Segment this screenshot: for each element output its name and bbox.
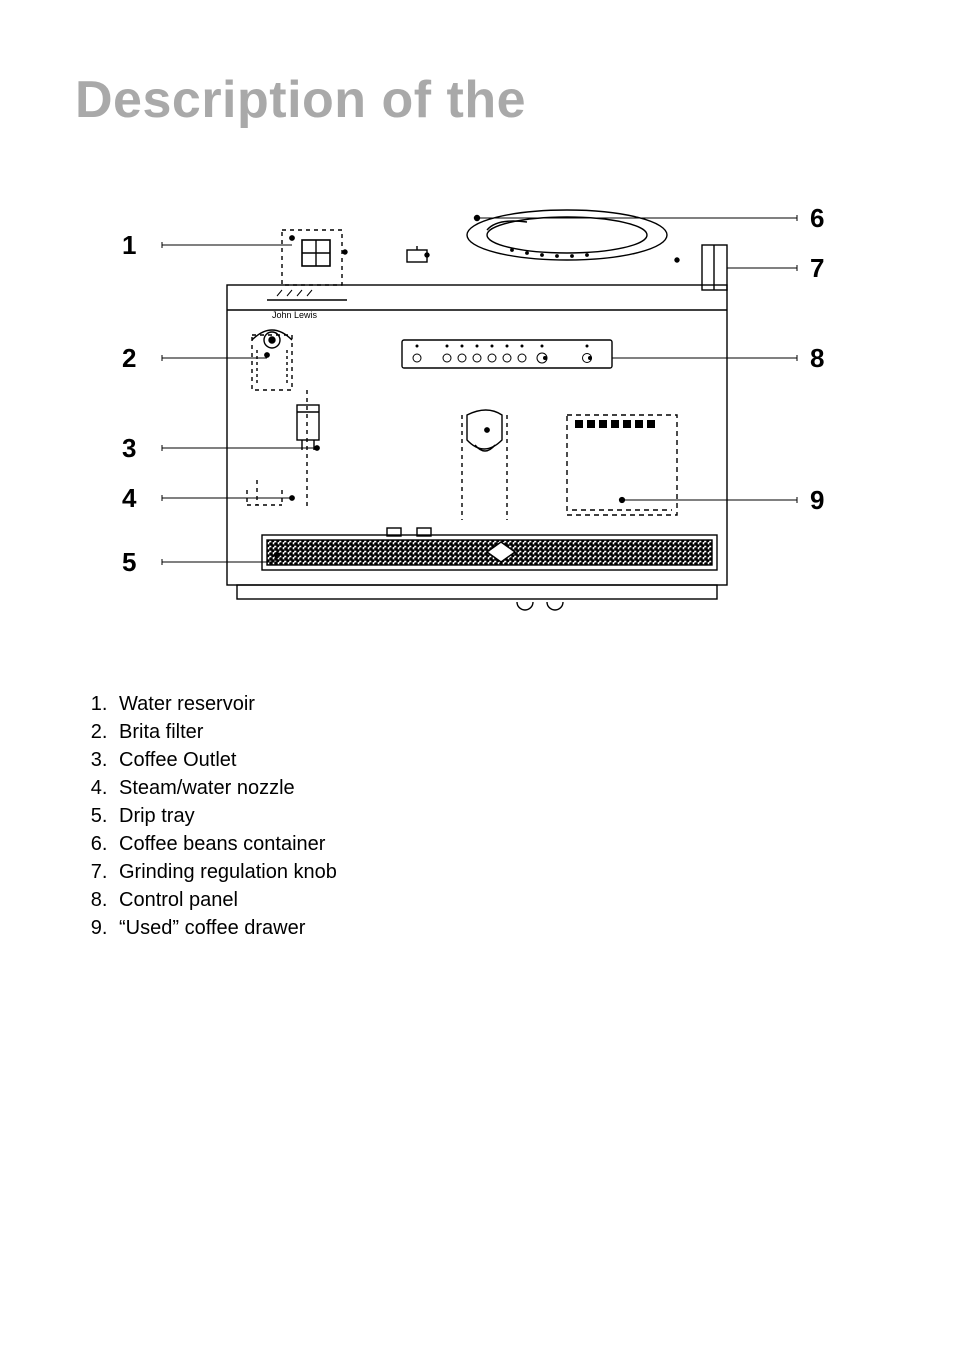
appliance-diagram: 1 2 3 4 5 6 7 8 9 John Lewis (117, 190, 837, 630)
diagram-wrapper: 1 2 3 4 5 6 7 8 9 John Lewis (75, 190, 879, 630)
brand-label: John Lewis (272, 310, 317, 320)
legend-item-9: “Used” coffee drawer (113, 914, 879, 942)
callout-6: 6 (810, 203, 824, 234)
legend-item-3: Coffee Outlet (113, 746, 879, 774)
callout-3: 3 (122, 433, 136, 464)
legend-item-8: Control panel (113, 886, 879, 914)
callout-7: 7 (810, 253, 824, 284)
appliance-svg (117, 190, 837, 630)
callout-1: 1 (122, 230, 136, 261)
legend-item-6: Coffee beans container (113, 830, 879, 858)
parts-legend: Water reservoir Brita filter Coffee Outl… (85, 690, 879, 942)
callout-2: 2 (122, 343, 136, 374)
legend-item-4: Steam/water nozzle (113, 774, 879, 802)
callout-4: 4 (122, 483, 136, 514)
callout-9: 9 (810, 485, 824, 516)
legend-item-2: Brita filter (113, 718, 879, 746)
callout-8: 8 (810, 343, 824, 374)
page-title: Description of the (75, 70, 879, 130)
legend-item-5: Drip tray (113, 802, 879, 830)
page: Description of the (0, 0, 954, 1350)
callout-5: 5 (122, 547, 136, 578)
legend-item-7: Grinding regulation knob (113, 858, 879, 886)
legend-item-1: Water reservoir (113, 690, 879, 718)
brita-filter-icon (252, 330, 292, 390)
